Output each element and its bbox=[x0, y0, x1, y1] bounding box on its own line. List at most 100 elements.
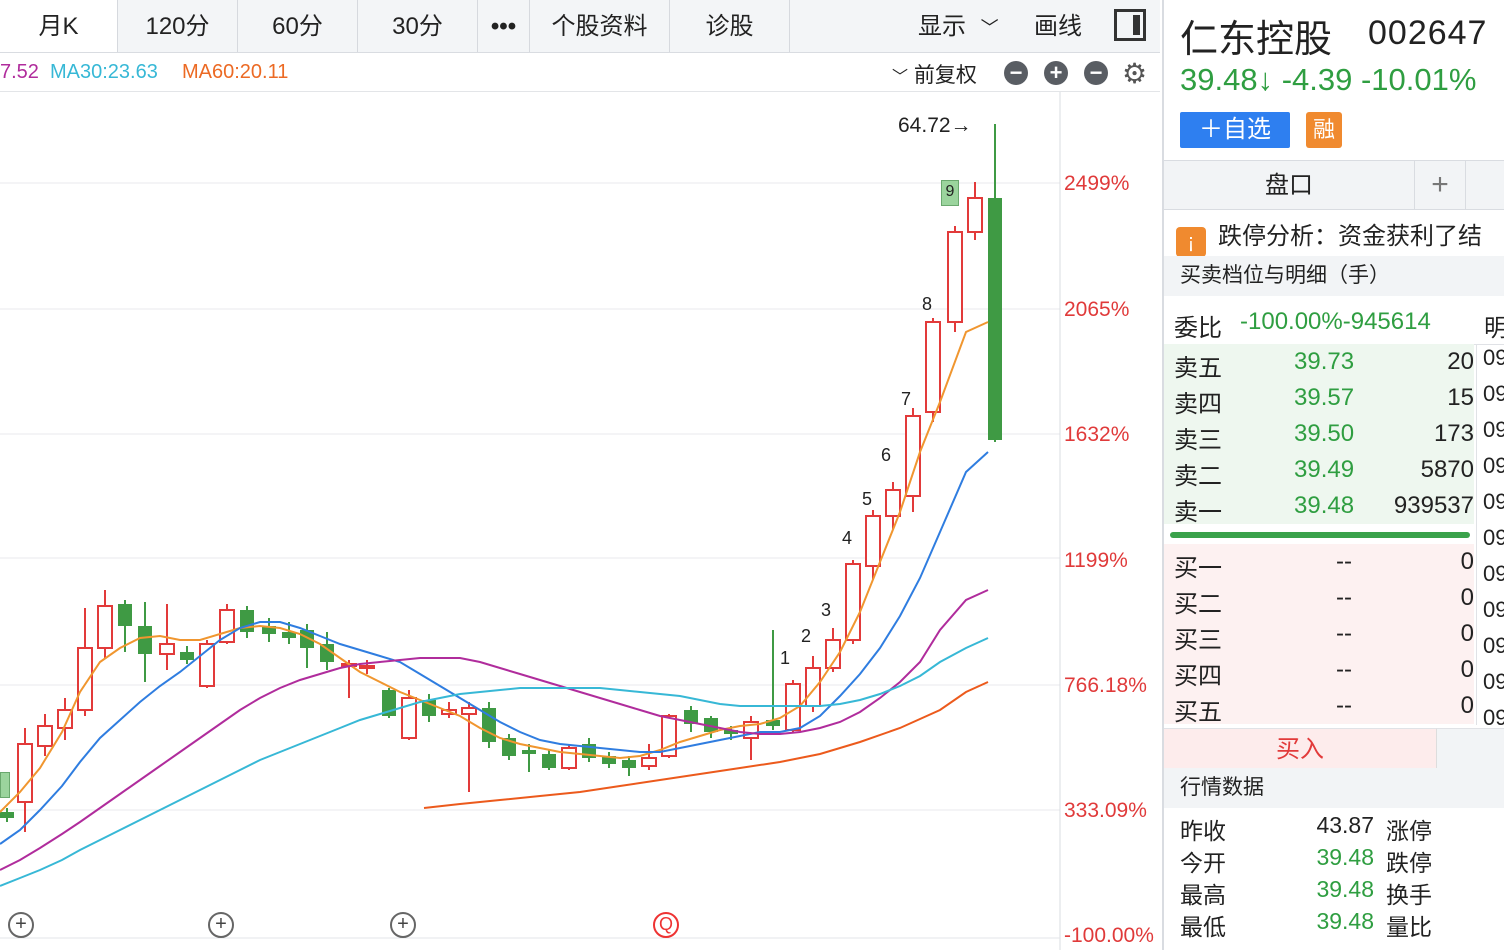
chart-toolbar: 月K 120分 60分 30分 ••• 个股资料 诊股 显示 ﹀ 画线 bbox=[0, 0, 1160, 53]
ma30-value: MA30:23.63 bbox=[50, 61, 158, 83]
y-axis-label: 333.09% bbox=[1064, 799, 1147, 822]
detail-time: 09 bbox=[1483, 345, 1504, 370]
draw-line-button[interactable]: 画线 bbox=[1034, 13, 1082, 40]
quote-label: 今开 bbox=[1180, 850, 1226, 876]
shrink-icon[interactable]: − bbox=[1004, 61, 1028, 85]
detail-time: 09 bbox=[1483, 561, 1504, 586]
adjust-dropdown[interactable]: ﹀ 前复权 bbox=[892, 59, 977, 89]
zoom-out-icon[interactable]: − bbox=[1084, 61, 1108, 85]
quote-row: 最高 39.48 换手 bbox=[1164, 874, 1504, 908]
sell-level-row[interactable]: 卖二 39.49 5870 bbox=[1164, 452, 1474, 490]
trade-detail-times: 09 09 09 09 09 09 09 09 09 09 09 bbox=[1476, 345, 1504, 725]
tab-pankou[interactable]: 盘口 bbox=[1265, 172, 1313, 199]
level-price: -- bbox=[1336, 656, 1352, 683]
weibi-row: 委比 -100.00%-945614 明 bbox=[1164, 302, 1504, 345]
nine-turn-marker-left bbox=[0, 772, 10, 798]
ma-cut-value: 7.52 bbox=[0, 61, 39, 83]
kline-chart[interactable]: 64.72→ 9 1 2 3 4 5 6 7 8 2499% 2065% 163… bbox=[0, 92, 1160, 950]
level-volume: 0 bbox=[1460, 692, 1474, 719]
sell-volume-bar bbox=[1170, 532, 1470, 538]
quote-row: 昨收 43.87 涨停 bbox=[1164, 810, 1504, 844]
sell-level-row[interactable]: 卖五 39.73 20 bbox=[1164, 344, 1474, 382]
candle bbox=[37, 725, 53, 747]
level-volume: 939537 bbox=[1393, 492, 1474, 519]
buy-level-row[interactable]: 买三 -- 0 bbox=[1164, 616, 1474, 654]
count-label: 4 bbox=[842, 528, 853, 548]
detail-time: 09 bbox=[1483, 525, 1504, 550]
y-axis-label: 1199% bbox=[1064, 549, 1128, 572]
event-plus-icon[interactable]: + bbox=[8, 912, 34, 938]
limit-analysis-text: 跌停分析：资金获利了结 bbox=[1218, 223, 1482, 250]
display-label: 显示 bbox=[918, 13, 966, 40]
buy-level-row[interactable]: 买五 -- 0 bbox=[1164, 688, 1474, 726]
count-label: 6 bbox=[881, 445, 892, 465]
nine-turn-marker: 9 bbox=[941, 180, 959, 206]
y-axis-label: -100.00% bbox=[1064, 924, 1154, 947]
candle bbox=[57, 709, 73, 729]
zoom-in-icon[interactable]: + bbox=[1044, 61, 1068, 85]
level-volume: 5870 bbox=[1420, 456, 1474, 483]
level-label: 买四 bbox=[1174, 663, 1222, 690]
buy-side-panel bbox=[1436, 728, 1504, 769]
level-price: -- bbox=[1336, 584, 1352, 611]
sell-level-row[interactable]: 卖四 39.57 15 bbox=[1164, 380, 1474, 418]
limit-analysis[interactable]: ¡ 跌停分析：资金获利了结 bbox=[1176, 216, 1482, 257]
tab-diagnosis[interactable]: 诊股 bbox=[670, 0, 790, 52]
add-tab-icon[interactable]: + bbox=[1414, 161, 1466, 209]
candle bbox=[461, 707, 477, 715]
sell-level-row[interactable]: 卖三 39.50 173 bbox=[1164, 416, 1474, 454]
count-label: 8 bbox=[922, 294, 933, 314]
quote-label: 最高 bbox=[1180, 882, 1226, 908]
chevron-down-icon: ﹀ bbox=[980, 18, 999, 38]
quote-panel: 仁东控股 002647 39.48↓ -4.39 -10.01% ＋自选 融 盘… bbox=[1162, 0, 1504, 950]
candle bbox=[0, 812, 14, 818]
detail-header-cut: 明 bbox=[1484, 308, 1504, 343]
tab-stock-profile[interactable]: 个股资料 bbox=[530, 0, 670, 52]
detail-time: 09 bbox=[1483, 633, 1504, 658]
level-volume: 0 bbox=[1460, 548, 1474, 575]
candle bbox=[641, 757, 657, 767]
level-volume: 173 bbox=[1433, 420, 1474, 447]
quote-row: 最低 39.48 量比 bbox=[1164, 906, 1504, 940]
count-label: 2 bbox=[801, 626, 812, 646]
level-price: 39.48 bbox=[1294, 492, 1355, 519]
buy-level-row[interactable]: 买一 -- 0 bbox=[1164, 544, 1474, 582]
event-plus-icon[interactable]: + bbox=[390, 912, 416, 938]
quote-data-title: 行情数据 bbox=[1164, 768, 1504, 808]
candle bbox=[805, 667, 821, 707]
detail-time: 09 bbox=[1483, 705, 1504, 725]
level-price: 39.57 bbox=[1294, 384, 1355, 411]
layout-toggle-icon[interactable] bbox=[1114, 9, 1146, 41]
tab-monthly-k[interactable]: 月K bbox=[0, 0, 118, 52]
buy-level-row[interactable]: 买四 -- 0 bbox=[1164, 652, 1474, 690]
settings-gear-icon[interactable]: ⚙ bbox=[1122, 58, 1148, 89]
more-periods-button[interactable]: ••• bbox=[478, 0, 530, 52]
candle bbox=[97, 605, 113, 649]
buy-level-row[interactable]: 买二 -- 0 bbox=[1164, 580, 1474, 618]
buy-button[interactable]: 买入 bbox=[1164, 728, 1436, 769]
tab-120min[interactable]: 120分 bbox=[118, 0, 238, 52]
candle bbox=[925, 321, 941, 413]
tab-60min[interactable]: 60分 bbox=[238, 0, 358, 52]
candle bbox=[967, 197, 983, 233]
y-axis-label: 766.18% bbox=[1064, 674, 1147, 697]
level-volume: 15 bbox=[1447, 384, 1474, 411]
candle bbox=[138, 626, 152, 654]
candle bbox=[320, 644, 334, 662]
event-q-icon[interactable]: Q bbox=[653, 912, 679, 938]
level-label: 买二 bbox=[1174, 591, 1222, 618]
price-change: 39.48↓ -4.39 -10.01% bbox=[1180, 62, 1477, 97]
sell-level-row[interactable]: 卖一 39.48 939537 bbox=[1164, 488, 1474, 526]
level-price: 39.50 bbox=[1294, 420, 1355, 447]
level-label: 买一 bbox=[1174, 555, 1222, 582]
y-axis-label: 1632% bbox=[1064, 423, 1130, 446]
level-label: 卖四 bbox=[1174, 391, 1222, 418]
level-price: -- bbox=[1336, 620, 1352, 647]
count-label: 7 bbox=[901, 389, 912, 409]
tab-30min[interactable]: 30分 bbox=[358, 0, 478, 52]
event-plus-icon[interactable]: + bbox=[208, 912, 234, 938]
ma60-value: MA60:20.11 bbox=[182, 61, 289, 83]
display-dropdown[interactable]: 显示 ﹀ bbox=[918, 0, 999, 52]
add-watchlist-button[interactable]: ＋自选 bbox=[1180, 112, 1290, 148]
level-price: -- bbox=[1336, 692, 1352, 719]
